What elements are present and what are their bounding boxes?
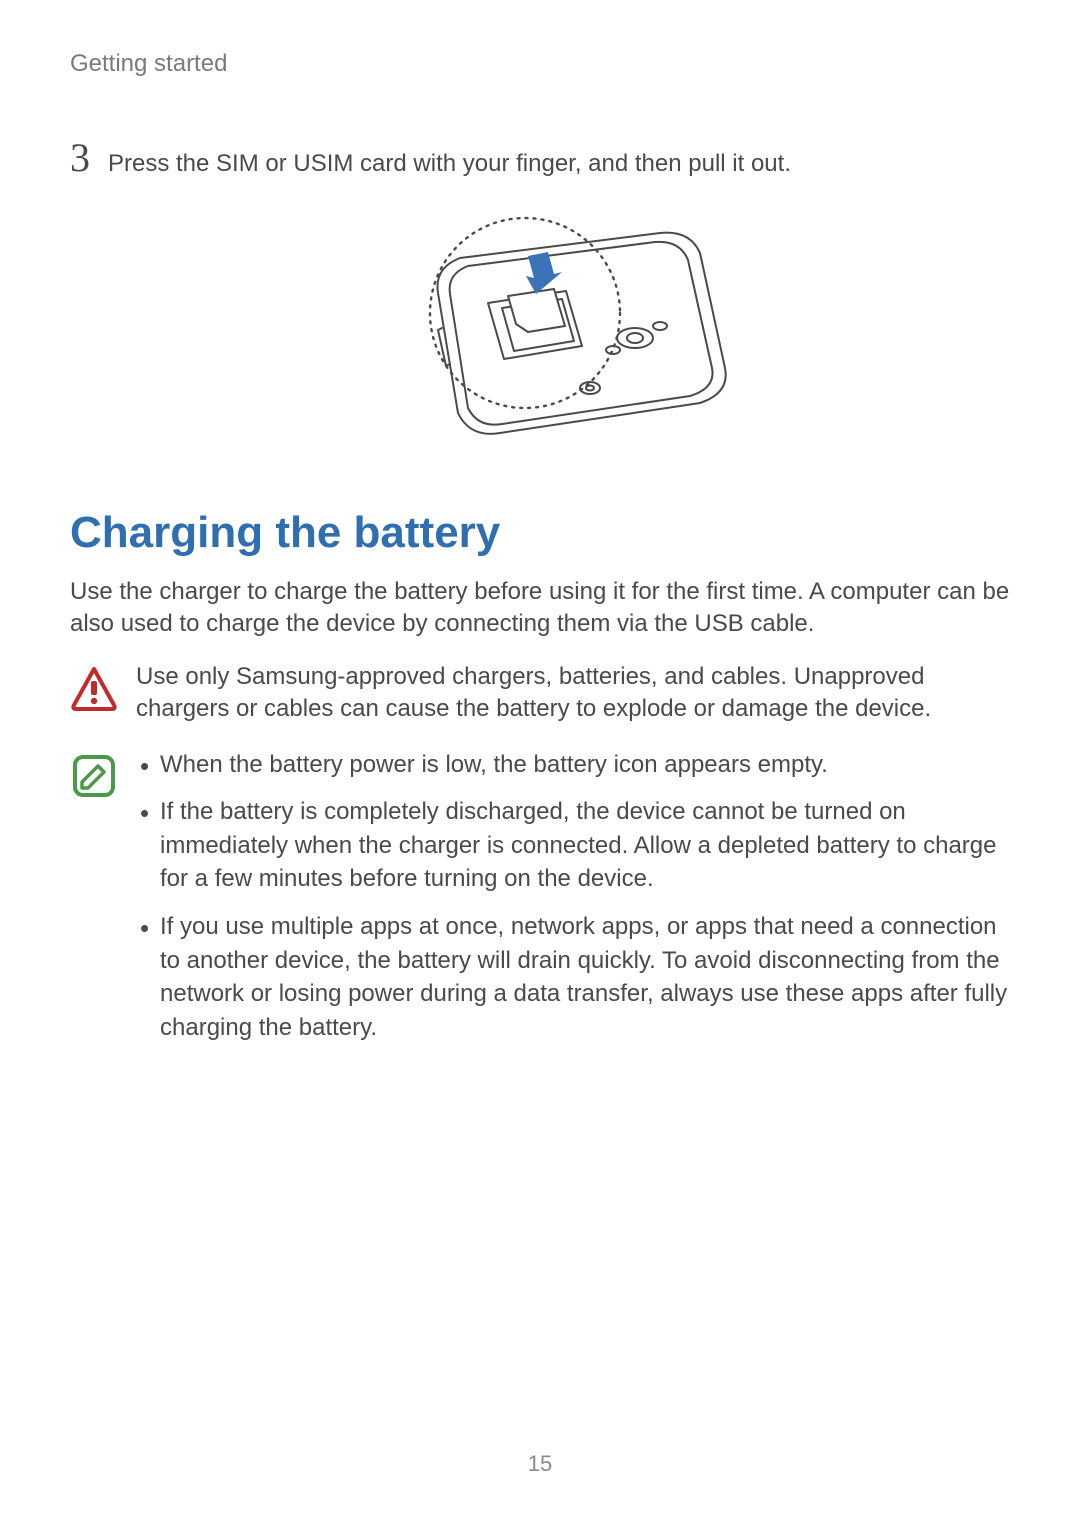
note-icon (70, 752, 118, 800)
step-number: 3 (70, 138, 90, 178)
warning-text: Use only Samsung-approved chargers, batt… (136, 661, 1010, 726)
warning-callout: Use only Samsung-approved chargers, batt… (70, 661, 1010, 726)
note-callout: When the battery power is low, the batte… (70, 748, 1010, 1059)
sim-eject-diagram (330, 198, 750, 458)
page-number: 15 (0, 1451, 1080, 1477)
list-item: If you use multiple apps at once, networ… (136, 910, 1010, 1044)
list-item: If the battery is completely discharged,… (136, 795, 1010, 896)
list-item: When the battery power is low, the batte… (136, 748, 1010, 782)
warning-icon (70, 665, 118, 713)
intro-paragraph: Use the charger to charge the battery be… (70, 576, 1010, 641)
step-row: 3 Press the SIM or USIM card with your f… (70, 138, 1010, 178)
section-title: Charging the battery (70, 508, 1010, 558)
note-bullet-list: When the battery power is low, the batte… (136, 748, 1010, 1059)
step-text: Press the SIM or USIM card with your fin… (108, 150, 791, 178)
figure-container (70, 198, 1010, 458)
page-header: Getting started (70, 50, 1010, 78)
